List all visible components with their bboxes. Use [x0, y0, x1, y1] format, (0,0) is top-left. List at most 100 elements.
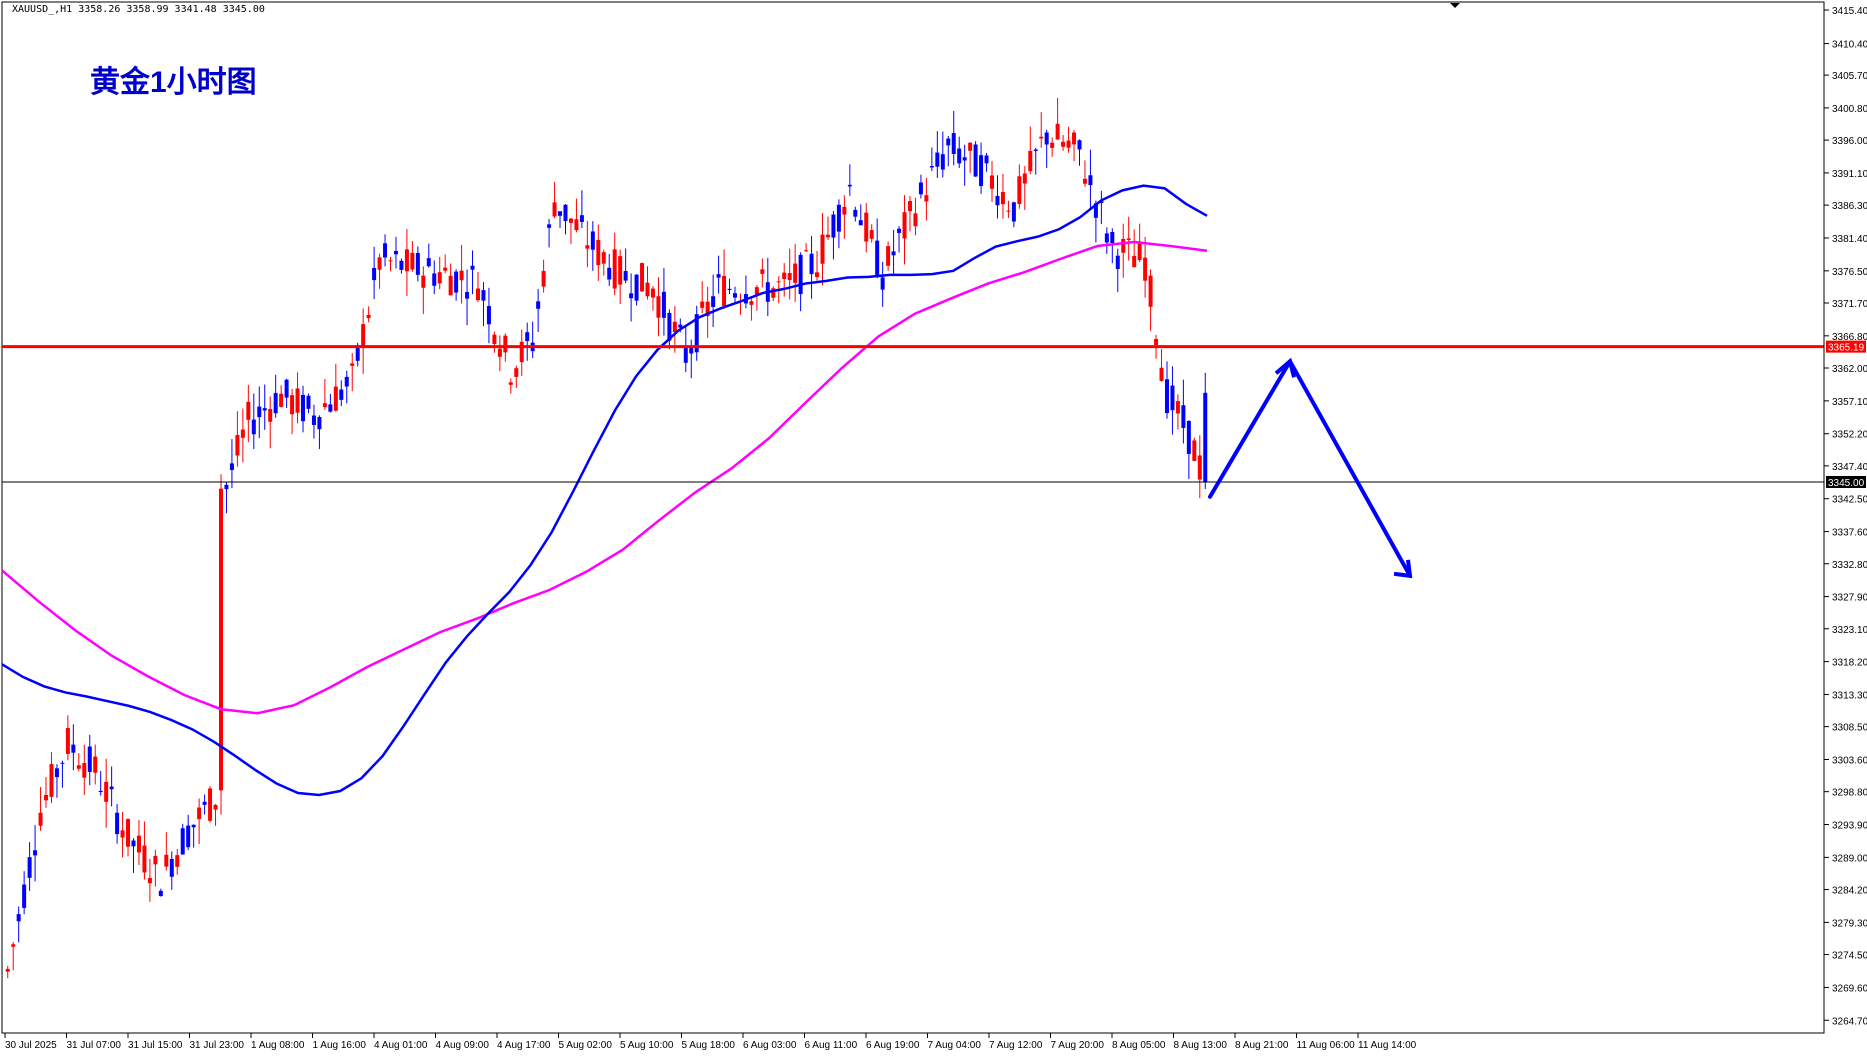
- time-tick-label: 11 Aug 06:00: [1297, 1040, 1356, 1051]
- candle-body: [1000, 191, 1005, 205]
- candle-body: [306, 395, 311, 409]
- candle-body: [1170, 385, 1175, 411]
- time-tick-label: 7 Aug 20:00: [1051, 1040, 1105, 1051]
- candle-body: [22, 884, 27, 908]
- candle-body: [541, 270, 546, 287]
- price-tick-label: 3327.90: [1832, 593, 1867, 604]
- candle-body: [629, 293, 634, 299]
- price-tick-label: 3284.20: [1832, 886, 1867, 897]
- candle-body: [1055, 123, 1060, 140]
- candle-body: [404, 249, 409, 272]
- candle-body: [322, 403, 327, 408]
- candle-body: [842, 206, 847, 215]
- candle-body: [1072, 132, 1077, 145]
- candle-body: [1192, 440, 1197, 461]
- candle-body: [240, 429, 245, 438]
- candle-body: [1110, 232, 1115, 244]
- candle-body: [1181, 405, 1186, 428]
- candle-body: [853, 209, 858, 217]
- candle-body: [782, 272, 787, 279]
- time-tick-label: 11 Aug 14:00: [1358, 1040, 1417, 1051]
- price-tick-label: 3347.40: [1832, 462, 1867, 473]
- candle-body: [733, 293, 738, 298]
- candle-body: [579, 215, 584, 222]
- candle-body: [76, 765, 81, 769]
- candle-body: [787, 272, 792, 281]
- candle-body: [197, 807, 202, 820]
- candle-body: [295, 388, 300, 413]
- price-tick-label: 3410.40: [1832, 40, 1867, 51]
- price-tick-label: 3357.10: [1832, 397, 1867, 408]
- candle-body: [1011, 202, 1016, 222]
- candle-body: [601, 252, 606, 264]
- candle-body: [388, 260, 393, 262]
- candle-body: [897, 228, 902, 233]
- candle-body: [486, 306, 491, 325]
- candle-body: [508, 382, 513, 385]
- candle-body: [126, 818, 131, 847]
- candle-body: [503, 335, 508, 353]
- price-axis[interactable]: 3415.40 3410.40 3405.70 3400.80 3396.00 3391.…: [1823, 2, 1867, 1033]
- candle-body: [1017, 176, 1022, 205]
- candle-body: [492, 334, 497, 345]
- price-tick-label: 3323.10: [1832, 625, 1867, 636]
- forecast-arrowhead-up-icon: [1274, 357, 1296, 378]
- price-tick-label: 3279.30: [1832, 918, 1867, 929]
- candle-body: [924, 195, 929, 202]
- candle-body: [678, 324, 683, 328]
- candle-body: [623, 271, 628, 281]
- candle-body: [979, 155, 984, 187]
- candle-body: [410, 252, 415, 270]
- candle-body: [1159, 367, 1164, 381]
- candle-body: [393, 250, 398, 255]
- time-tick-label: 1 Aug 08:00: [251, 1040, 305, 1051]
- candle-body: [847, 184, 852, 187]
- candle-body: [574, 219, 579, 231]
- price-tick-label: 3362.00: [1832, 364, 1867, 375]
- time-axis[interactable]: 30 Jul 2025 31 Jul 07:00 31 Jul 15:00 31 Ju…: [2, 1032, 1824, 1051]
- candle-body: [279, 393, 284, 407]
- chart-shift-marker-icon[interactable]: [1450, 3, 1460, 8]
- time-tick-label: 7 Aug 12:00: [989, 1040, 1043, 1051]
- candle-body: [667, 312, 672, 341]
- candle-body: [142, 845, 147, 873]
- candle-body: [33, 850, 38, 856]
- candle-body: [136, 835, 141, 853]
- candle-body: [722, 276, 727, 306]
- candle-body: [612, 249, 617, 289]
- candle-body: [607, 267, 612, 280]
- candle-body: [54, 768, 59, 778]
- candle-body: [251, 419, 256, 435]
- candle-body: [568, 218, 573, 223]
- forecast-arrowhead-down-icon: [1393, 559, 1413, 579]
- candle-body: [940, 154, 945, 170]
- candle-body: [383, 243, 388, 258]
- price-tick-label: 3391.10: [1832, 169, 1867, 180]
- candle-body: [1104, 233, 1109, 243]
- candle-body: [661, 291, 666, 318]
- time-tick-label: 30 Jul 2025: [5, 1040, 57, 1051]
- candle-body: [481, 290, 486, 301]
- candle-body: [990, 175, 995, 189]
- candle-body: [596, 239, 601, 266]
- price-tick-label: 3396.00: [1832, 136, 1867, 147]
- candle-body: [470, 265, 475, 270]
- candle-body: [443, 267, 448, 271]
- candle-body: [366, 314, 371, 319]
- candle-body: [180, 828, 185, 855]
- candle-body: [929, 166, 934, 168]
- time-tick-label: 5 Aug 18:00: [682, 1040, 736, 1051]
- price-tick-label: 3342.50: [1832, 495, 1867, 506]
- candle-body: [93, 756, 98, 773]
- price-tick-label: 3269.60: [1832, 983, 1867, 994]
- candle-body: [820, 234, 825, 264]
- candle-body: [656, 296, 661, 318]
- candle-body: [1154, 338, 1159, 346]
- time-tick-label: 6 Aug 19:00: [866, 1040, 920, 1051]
- resistance-price-label: 3365.19: [1828, 343, 1865, 354]
- candle-body: [1148, 275, 1153, 307]
- candle-body: [246, 401, 251, 420]
- price-tick-label: 3337.60: [1832, 528, 1867, 539]
